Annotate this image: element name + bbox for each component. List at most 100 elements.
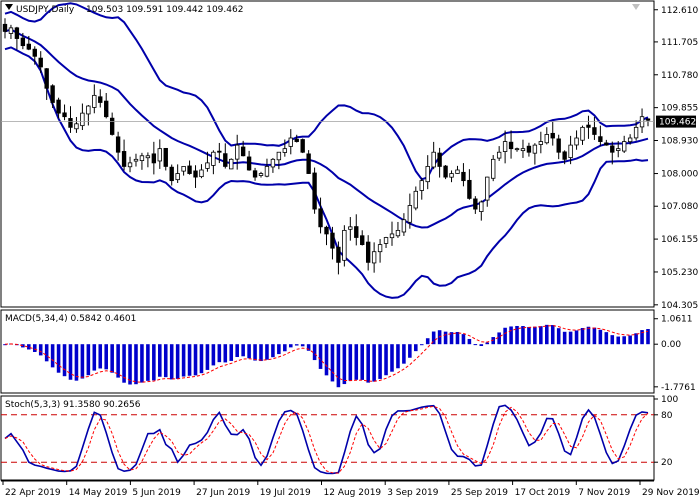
price-tick-label: 112.610 bbox=[661, 6, 698, 16]
candle-body bbox=[389, 233, 395, 239]
macd-bar bbox=[86, 344, 91, 376]
candle-body bbox=[121, 151, 127, 167]
macd-bar bbox=[539, 326, 543, 345]
macd-bar bbox=[110, 344, 114, 373]
date-tick-label: 5 Jun 2019 bbox=[132, 488, 181, 498]
macd-bar bbox=[610, 335, 615, 345]
candle-body bbox=[270, 158, 276, 168]
candle-body bbox=[240, 146, 246, 157]
macd-bar bbox=[146, 344, 150, 381]
date-tick-label: 12 Aug 2019 bbox=[324, 488, 382, 498]
macd-bar bbox=[372, 344, 376, 382]
macd-bar bbox=[408, 344, 412, 358]
macd-bar bbox=[640, 330, 644, 345]
macd-bar bbox=[342, 344, 347, 385]
macd-bar bbox=[158, 344, 162, 377]
stoch-main-line bbox=[4, 404, 649, 475]
symbol-label: USDJPY,Daily bbox=[16, 5, 75, 15]
date-tick-label: 17 Oct 2019 bbox=[515, 488, 571, 498]
candle-body bbox=[306, 153, 311, 174]
candle-body bbox=[50, 85, 55, 103]
candle-body bbox=[586, 124, 591, 128]
upper-band bbox=[4, 2, 649, 181]
macd-bar bbox=[467, 338, 472, 345]
date-axis: 22 Apr 2019 14 May 2019 5 Jun 2019 27 Jun 2… bbox=[1, 480, 700, 498]
macd-bar bbox=[175, 344, 180, 379]
price-tick-label: 104.305 bbox=[661, 301, 698, 311]
candle-body bbox=[592, 127, 597, 135]
candle-body bbox=[276, 151, 282, 161]
macd-bar bbox=[169, 344, 174, 380]
candle-body bbox=[425, 166, 430, 183]
candle-body bbox=[175, 173, 180, 181]
macd-bar bbox=[419, 344, 424, 346]
candle-body bbox=[532, 144, 538, 154]
candle-body bbox=[514, 148, 520, 151]
candle-body bbox=[354, 226, 359, 238]
macd-title: MACD(5,34,4) 0.5842 0.4601 bbox=[5, 314, 136, 324]
date-tick-label: 27 Jun 2019 bbox=[196, 488, 250, 498]
candle-body bbox=[38, 57, 43, 68]
macd-bar bbox=[163, 344, 168, 378]
candle-body bbox=[413, 190, 418, 209]
stoch-title: Stoch(5,3,3) 91.3580 90.2656 bbox=[5, 400, 141, 410]
macd-bar bbox=[348, 344, 353, 381]
macd-bar bbox=[402, 344, 406, 364]
candle-body bbox=[193, 170, 198, 178]
candle-body bbox=[133, 158, 139, 162]
candle-body bbox=[80, 112, 85, 127]
macd-bar bbox=[21, 344, 25, 348]
candle-body bbox=[598, 136, 603, 142]
candle-body bbox=[324, 226, 329, 235]
chart-shift-icon[interactable] bbox=[5, 4, 13, 10]
candle-body bbox=[342, 229, 347, 261]
macd-bar bbox=[288, 344, 293, 348]
candle-body bbox=[502, 141, 508, 152]
price-panel-frame bbox=[0, 0, 655, 308]
macd-tick-label: -1.7761 bbox=[661, 383, 696, 393]
macd-bar bbox=[294, 344, 299, 346]
macd-bar bbox=[515, 325, 519, 345]
candle-body bbox=[127, 162, 133, 168]
candle-body bbox=[104, 100, 109, 118]
macd-bar bbox=[461, 334, 466, 345]
candle-body bbox=[258, 173, 264, 176]
macd-panel: MACD(5,34,4) 0.5842 0.4601 1.0611 0.00 -1.… bbox=[0, 309, 696, 394]
date-tick-label: 25 Sep 2019 bbox=[451, 488, 508, 498]
candle-body bbox=[115, 136, 121, 153]
candle-body bbox=[479, 201, 484, 212]
macd-bar bbox=[211, 344, 216, 366]
stoch-panel: Stoch(5,3,3) 91.3580 90.2656 100 80 20 bbox=[0, 395, 678, 481]
macd-bar bbox=[431, 331, 436, 345]
candle-body bbox=[98, 96, 103, 103]
candle-body bbox=[348, 226, 353, 230]
macd-bar bbox=[503, 327, 507, 345]
macd-bar bbox=[247, 344, 251, 359]
date-tick-label: 7 Nov 2019 bbox=[578, 488, 630, 498]
macd-bar bbox=[74, 344, 79, 381]
macd-bar bbox=[68, 344, 73, 380]
macd-bar bbox=[229, 344, 234, 361]
macd-bar bbox=[425, 338, 430, 345]
current-price-label: 109.462 bbox=[659, 118, 696, 128]
date-tick-label: 3 Sep 2019 bbox=[387, 488, 439, 498]
candle-body bbox=[282, 148, 288, 153]
candle-body bbox=[109, 117, 115, 135]
macd-bar bbox=[152, 344, 156, 381]
macd-bar bbox=[550, 325, 555, 345]
candle-body bbox=[401, 219, 407, 233]
candle-body bbox=[520, 148, 526, 152]
candle-body bbox=[92, 94, 97, 108]
candle-body bbox=[645, 118, 651, 121]
date-tick-label: 29 Nov 2019 bbox=[642, 488, 700, 498]
stoch-tick-label: 80 bbox=[661, 411, 673, 421]
macd-bar bbox=[62, 344, 67, 377]
macd-bar bbox=[140, 344, 144, 383]
macd-bar bbox=[271, 344, 275, 358]
macd-bar bbox=[98, 344, 103, 369]
macd-bar bbox=[259, 344, 263, 362]
macd-bar bbox=[38, 344, 43, 356]
price-panel: USDJPY,Daily 109.503 109.591 109.442 109… bbox=[0, 0, 698, 311]
candle-body bbox=[139, 155, 145, 161]
chart-scroll-icon[interactable] bbox=[632, 4, 640, 10]
